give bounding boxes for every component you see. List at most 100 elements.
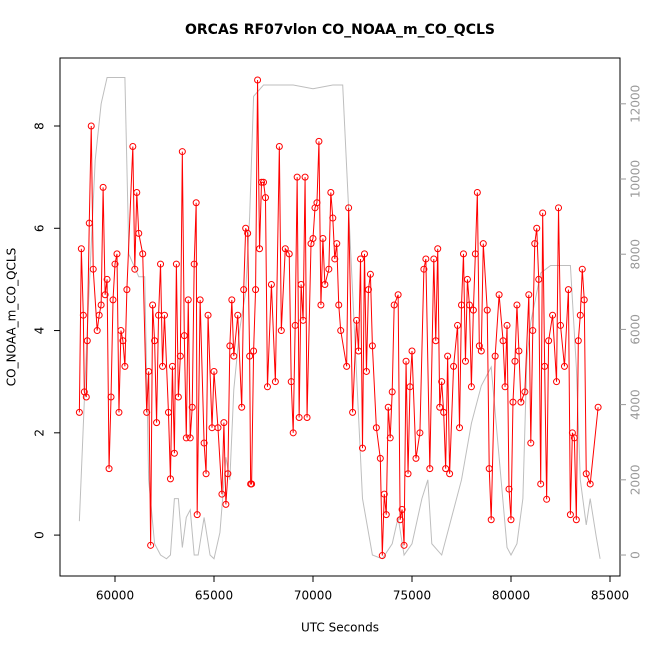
data-point: [331, 255, 339, 263]
data-point: [469, 306, 477, 314]
data-point: [178, 148, 186, 156]
data-point: [214, 424, 222, 432]
data-point: [99, 183, 107, 191]
data-point: [291, 321, 299, 329]
data-point: [343, 362, 351, 370]
data-point: [560, 362, 568, 370]
data-point: [204, 311, 212, 319]
data-point: [396, 516, 404, 524]
data-point: [465, 301, 473, 309]
data-point: [456, 424, 464, 432]
data-point: [479, 240, 487, 248]
data-point: [143, 408, 151, 416]
data-point: [157, 260, 165, 268]
data-point: [238, 403, 246, 411]
data-point: [580, 296, 588, 304]
data-point: [360, 250, 368, 258]
data-point: [509, 398, 517, 406]
data-point: [301, 173, 309, 181]
data-point: [458, 301, 466, 309]
data-point: [402, 357, 410, 365]
data-point: [139, 250, 147, 258]
data-point: [89, 265, 97, 273]
data-point: [176, 352, 184, 360]
data-point: [557, 321, 565, 329]
data-point: [293, 173, 301, 181]
data-point: [515, 347, 523, 355]
data-point: [101, 291, 109, 299]
data-point: [244, 229, 252, 237]
data-point: [527, 439, 535, 447]
data-point: [258, 178, 266, 186]
data-point: [537, 480, 545, 488]
data-point: [315, 137, 323, 145]
data-point: [432, 337, 440, 345]
data-point: [271, 378, 279, 386]
data-point: [309, 235, 317, 243]
data-point: [200, 439, 208, 447]
data-point: [539, 209, 547, 217]
y-tick-label: 2: [33, 429, 47, 437]
y2-tick-label: 6000: [629, 314, 643, 345]
x-tick-label: 65000: [195, 589, 233, 603]
data-point: [450, 362, 458, 370]
data-point: [477, 347, 485, 355]
data-point: [75, 408, 83, 416]
data-point: [168, 362, 176, 370]
data-point: [111, 260, 119, 268]
data-point: [463, 275, 471, 283]
data-point: [164, 408, 172, 416]
data-point: [261, 194, 269, 202]
data-point: [513, 301, 521, 309]
data-point: [246, 352, 254, 360]
data-point: [440, 408, 448, 416]
data-point: [192, 199, 200, 207]
data-point: [388, 388, 396, 396]
data-point: [380, 490, 388, 498]
data-point: [297, 281, 305, 289]
data-point: [335, 301, 343, 309]
data-point: [129, 142, 137, 150]
x-tick-label: 70000: [294, 589, 332, 603]
data-point: [499, 337, 507, 345]
data-point: [545, 337, 553, 345]
data-point: [317, 301, 325, 309]
data-point: [444, 352, 452, 360]
data-point: [384, 403, 392, 411]
data-point: [295, 413, 303, 421]
data-point: [281, 245, 289, 253]
data-point: [174, 393, 182, 401]
y2-tick-label: 0: [629, 551, 643, 559]
data-point: [368, 342, 376, 350]
data-point: [186, 434, 194, 442]
data-point: [182, 434, 190, 442]
data-point: [386, 434, 394, 442]
data-point: [394, 291, 402, 299]
data-point: [193, 511, 201, 519]
data-point: [362, 367, 370, 375]
data-point: [564, 286, 572, 294]
data-point: [404, 470, 412, 478]
y2-tick-label: 12000: [629, 85, 643, 123]
data-point: [459, 250, 467, 258]
data-point: [93, 327, 101, 335]
data-point: [240, 286, 248, 294]
data-point: [529, 327, 537, 335]
data-point: [353, 316, 361, 324]
x-tick-label: 75000: [393, 589, 431, 603]
data-point: [248, 480, 256, 488]
data-point: [570, 434, 578, 442]
y-axis-label: CO_NOAA_m_CO_QCLS: [5, 248, 19, 386]
y-tick-label: 6: [33, 224, 47, 232]
y-tick-label: 8: [33, 122, 47, 130]
data-point: [507, 516, 515, 524]
data-point: [218, 490, 226, 498]
data-point: [473, 188, 481, 196]
data-point: [333, 240, 341, 248]
y2-tick-label: 2000: [629, 465, 643, 496]
data-point: [319, 235, 327, 243]
data-point: [553, 378, 561, 386]
data-point: [172, 260, 180, 268]
data-point: [79, 311, 87, 319]
data-point: [117, 327, 125, 335]
